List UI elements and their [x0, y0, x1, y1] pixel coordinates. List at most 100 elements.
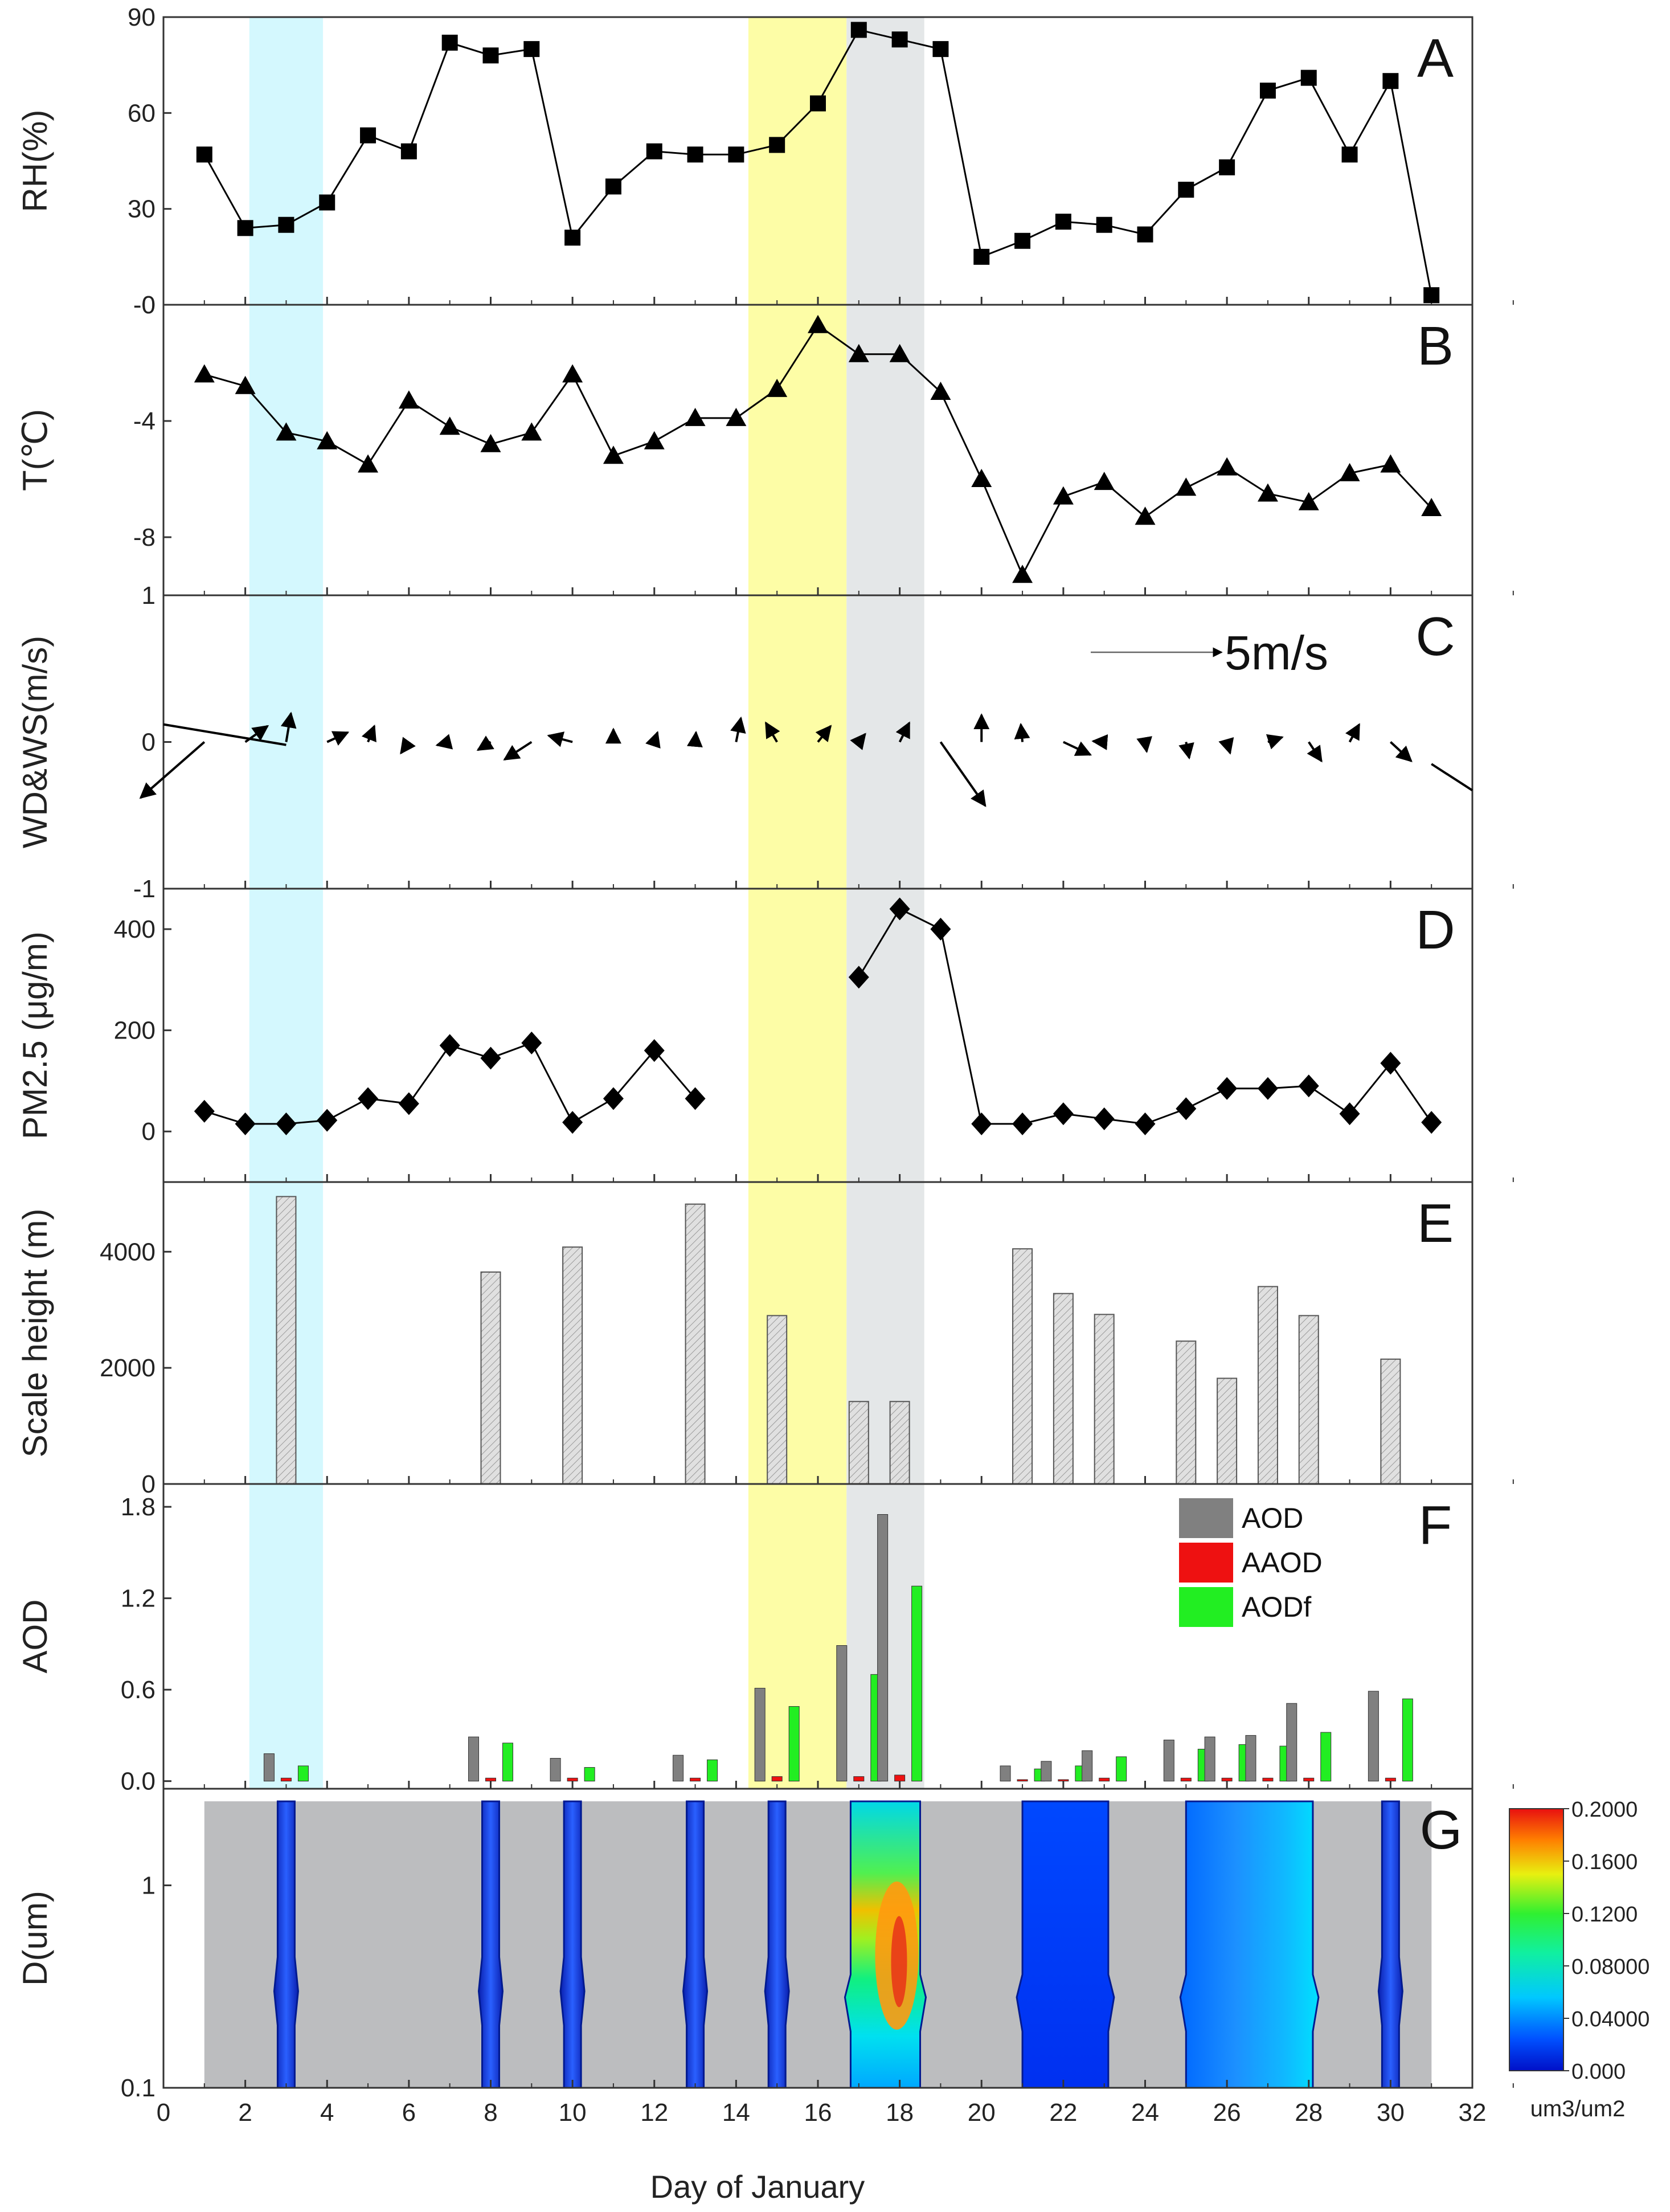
heatmap-column: [559, 1800, 586, 2089]
data-point: [400, 143, 417, 160]
data-point: [930, 918, 951, 941]
data-point: [973, 248, 990, 265]
data-point: [971, 469, 992, 487]
bar-aod: [1245, 1735, 1256, 1782]
panel-A: 0 30 60 90 RH(%) A: [16, 3, 1514, 319]
data-point: [358, 1087, 379, 1110]
bar-aodf: [584, 1767, 595, 1782]
bar: [889, 1401, 910, 1485]
legend-swatch-aodf: [1179, 1587, 1233, 1627]
wind-vector: [850, 733, 866, 750]
wind-vector: [1345, 723, 1361, 743]
wind-vector: [400, 737, 416, 755]
data-point: [1012, 1112, 1033, 1135]
bar-aaod: [853, 1776, 865, 1782]
wind-vector: [1266, 734, 1284, 750]
data-point: [1176, 1097, 1197, 1121]
bar-aaod: [771, 1776, 783, 1782]
x-tick-label: 28: [1295, 2099, 1323, 2127]
bar: [276, 1196, 297, 1485]
y-tick-label: 1.8: [121, 1493, 155, 1521]
x-tick-label: 24: [1131, 2099, 1159, 2127]
data-point: [360, 127, 376, 144]
heatmap-column: [1179, 1800, 1320, 2089]
data-point: [196, 146, 212, 163]
data-point: [482, 47, 499, 64]
data-point: [1217, 457, 1238, 476]
y-tick-label: 1: [142, 1872, 155, 1900]
data-point: [644, 1039, 665, 1062]
y-ticks: 0 200 400: [114, 915, 171, 1146]
panel-D: 0 200 400 PM2.5 (μg/m) D: [16, 888, 1514, 1183]
y-tick-label: 0.6: [121, 1676, 155, 1704]
scale-label: 5m/s: [1225, 626, 1328, 680]
data-point: [1012, 565, 1033, 583]
panel-letter: G: [1420, 1800, 1463, 1861]
heatmap-column: [1016, 1800, 1115, 2089]
bar: [848, 1401, 869, 1485]
panel-letter: B: [1417, 316, 1454, 377]
y-ticks: 0.0 0.6 1.2 1.8: [121, 1493, 171, 1796]
y-ticks: 0.11: [121, 1872, 171, 2102]
y-axis-label: Scale height (m): [16, 1209, 54, 1458]
wind-vector: [1390, 741, 1413, 762]
data-point: [1178, 182, 1194, 198]
y-tick-label: -0: [133, 291, 155, 319]
data-point: [1055, 214, 1071, 230]
x-ticks: [162, 881, 1514, 889]
bar-aodf: [1116, 1756, 1127, 1782]
bar-aodf: [297, 1765, 309, 1782]
data-point: [276, 422, 297, 441]
data-point: [1421, 1111, 1442, 1134]
data-point: [644, 431, 665, 449]
data-point: [523, 41, 540, 58]
y-tick-label: 0: [142, 1470, 155, 1498]
data-point: [1421, 498, 1442, 516]
wind-vector: [1307, 741, 1323, 763]
wind-vector: [326, 731, 350, 746]
bar-aaod: [567, 1777, 578, 1782]
data-point: [521, 1031, 542, 1054]
data-point: [687, 146, 703, 163]
data-point: [1096, 216, 1112, 233]
y-tick-label: 2000: [100, 1354, 155, 1382]
data-point: [1339, 1102, 1360, 1126]
bar-aod: [1368, 1691, 1379, 1782]
data-point: [891, 31, 908, 48]
data-point: [1298, 1074, 1319, 1098]
bar: [480, 1271, 501, 1485]
y-tick-label: 1.2: [121, 1585, 155, 1613]
bar: [1053, 1293, 1074, 1485]
colorbar-unit: um3/um2: [1530, 2096, 1626, 2121]
x-tick-label: 8: [484, 2099, 497, 2127]
data-point: [603, 445, 624, 464]
wind-vector: [547, 731, 573, 747]
heatmap-column: [682, 1800, 709, 2089]
data-point: [1257, 483, 1278, 502]
y-axis-label: RH(%): [16, 110, 54, 212]
y-tick-label: -4: [133, 407, 155, 435]
data-point: [439, 1034, 460, 1057]
y-tick-label: 200: [114, 1017, 155, 1045]
data-point: [480, 434, 501, 452]
bar-aodf: [707, 1759, 718, 1782]
data-point: [850, 22, 867, 38]
heatmap-column: [764, 1800, 790, 2089]
data-point: [564, 230, 581, 246]
bar-aod: [836, 1645, 848, 1782]
data-point: [1094, 1107, 1115, 1131]
wind-vector: [686, 730, 703, 747]
colorbar-tick-label: 0.08000: [1571, 1955, 1649, 1979]
bar: [1217, 1377, 1238, 1485]
highlight-bands: [249, 17, 924, 1789]
wind-vector-segment: [163, 723, 286, 746]
data-point: [971, 1112, 992, 1135]
series-line: [858, 907, 1432, 1125]
bar-aaod: [1303, 1777, 1315, 1782]
bar-aodf: [788, 1706, 800, 1782]
bar-aod: [1163, 1739, 1174, 1782]
x-ticks: [162, 297, 1514, 305]
wind-vector: [361, 724, 376, 743]
x-tick-label: 32: [1459, 2099, 1487, 2127]
x-tick-label: 22: [1049, 2099, 1077, 2127]
